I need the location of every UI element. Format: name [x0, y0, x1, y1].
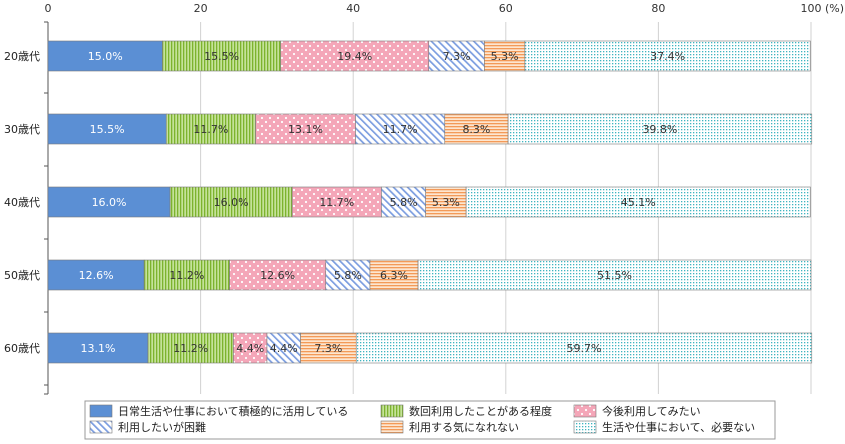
data-label: 16.0%	[214, 196, 249, 209]
bar-segment	[428, 40, 485, 72]
data-label: 7.3%	[443, 50, 471, 63]
legend-label: 日常生活や仕事において積極的に活用している	[118, 404, 348, 418]
bar-segment	[47, 259, 145, 291]
x-tick-label: 40	[346, 2, 360, 15]
bar-segment	[381, 186, 426, 218]
data-label: 4.4%	[270, 342, 298, 355]
data-label: 8.3%	[462, 123, 490, 136]
bar-segment	[47, 113, 167, 145]
legend-label: 利用する気になれない	[409, 420, 519, 434]
bar-segment	[47, 40, 163, 72]
bar-segment	[143, 259, 230, 291]
category-label: 60歳代	[4, 342, 40, 355]
data-label: 11.2%	[169, 269, 204, 282]
legend-label: 数回利用したことがある程度	[409, 404, 552, 418]
data-label: 37.4%	[650, 50, 685, 63]
data-label: 59.7%	[567, 342, 602, 355]
legend-swatch	[573, 420, 597, 434]
bar-segment	[291, 186, 382, 218]
x-tick-label: 100	[801, 2, 822, 15]
data-label: 5.3%	[491, 50, 519, 63]
bar-segment	[266, 332, 301, 364]
bar-segment	[444, 113, 509, 145]
data-label: 13.1%	[288, 123, 323, 136]
bar-segment	[280, 40, 430, 72]
bar-segment	[425, 186, 467, 218]
data-label: 7.3%	[314, 342, 342, 355]
bar-segment	[147, 332, 234, 364]
data-label: 13.1%	[80, 342, 115, 355]
data-label: 4.4%	[236, 342, 264, 355]
x-tick-label: 60	[499, 2, 513, 15]
legend-label: 利用したいが困難	[118, 420, 206, 434]
legend-label: 今後利用してみたい	[602, 404, 701, 418]
legend-label: 生活や仕事において、必要ない	[602, 420, 755, 434]
data-label: 12.6%	[79, 269, 114, 282]
data-label: 15.0%	[88, 50, 123, 63]
data-label: 39.8%	[642, 123, 677, 136]
data-label: 19.4%	[337, 50, 372, 63]
bar-segment	[417, 259, 812, 291]
bar-segment	[355, 332, 813, 364]
data-label: 6.3%	[380, 269, 408, 282]
category-label: 50歳代	[4, 269, 40, 282]
bar-segment	[465, 186, 811, 218]
data-label: 11.7%	[383, 123, 418, 136]
bar-segment	[325, 259, 371, 291]
bar-segment	[47, 332, 149, 364]
bar-segment	[47, 186, 171, 218]
bar-segment	[507, 113, 813, 145]
legend-swatch	[573, 404, 597, 418]
data-label: 5.8%	[334, 269, 362, 282]
x-tick-label: 20	[194, 2, 208, 15]
x-axis-unit: (%)	[825, 2, 844, 15]
data-label: 11.2%	[173, 342, 208, 355]
x-tick-label: 80	[651, 2, 665, 15]
data-label: 11.7%	[319, 196, 354, 209]
data-label: 15.5%	[90, 123, 125, 136]
x-tick-label: 0	[45, 2, 52, 15]
legend-swatch	[380, 420, 404, 434]
bar-segment	[162, 40, 282, 72]
bar-segment	[355, 113, 446, 145]
bar-segment	[484, 40, 526, 72]
bar-segment	[255, 113, 356, 145]
data-label: 11.7%	[193, 123, 228, 136]
legend-box	[84, 400, 776, 440]
legend-swatch	[89, 420, 113, 434]
data-label: 51.5%	[597, 269, 632, 282]
legend-swatch	[89, 404, 113, 418]
data-label: 5.8%	[390, 196, 418, 209]
data-label: 16.0%	[92, 196, 127, 209]
data-label: 5.3%	[432, 196, 460, 209]
bar-segment	[524, 40, 811, 72]
bar-segment	[169, 186, 293, 218]
category-label: 40歳代	[4, 196, 40, 209]
category-label: 20歳代	[4, 50, 40, 63]
data-label: 15.5%	[204, 50, 239, 63]
legend-swatch	[380, 404, 404, 418]
category-label: 30歳代	[4, 123, 40, 136]
data-label: 12.6%	[260, 269, 295, 282]
data-label: 45.1%	[621, 196, 656, 209]
